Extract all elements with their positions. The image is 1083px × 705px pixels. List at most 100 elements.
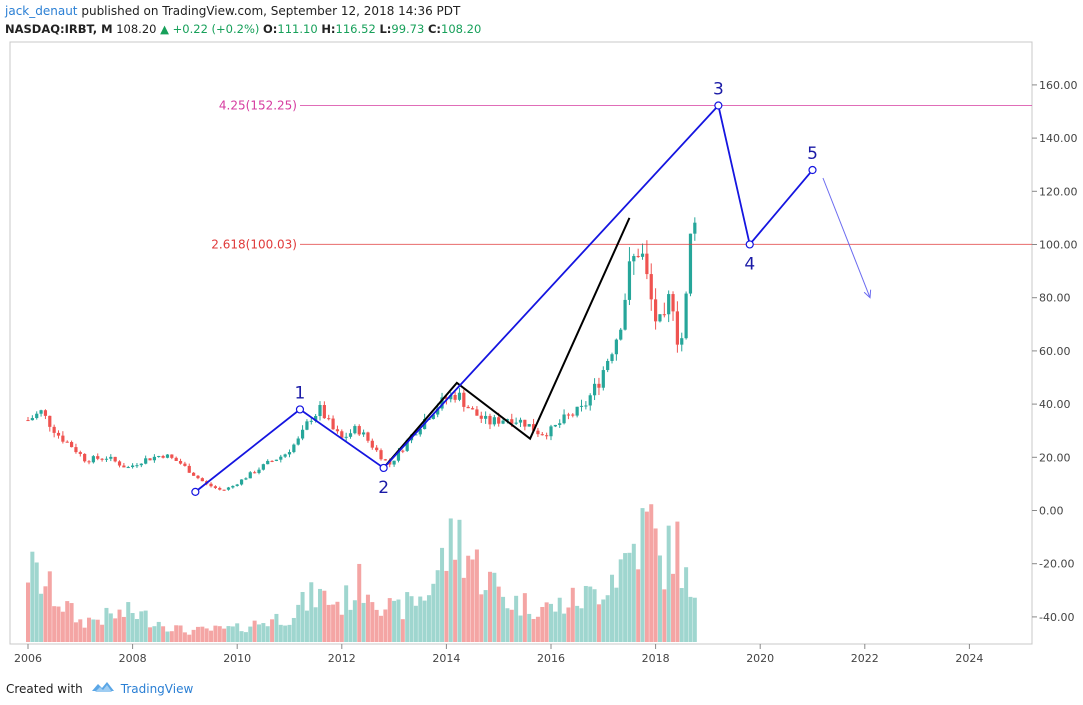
candle-body [444, 397, 448, 400]
candle-body [353, 426, 357, 434]
volume-bar [557, 597, 562, 642]
volume-bar [440, 547, 445, 642]
volume-bar [178, 625, 183, 642]
wave-label: 1 [295, 383, 306, 403]
author-link[interactable]: jack_denaut [5, 4, 78, 18]
candle-body [658, 314, 662, 322]
volume-bar [610, 574, 615, 642]
candle-body [675, 311, 679, 345]
candle-body [39, 410, 43, 414]
volume-bar [653, 528, 658, 642]
candle-body [78, 452, 82, 454]
volume-bar [614, 587, 619, 642]
candle-body [257, 469, 261, 473]
candle-body [654, 299, 658, 322]
symbol-name[interactable]: NASDAQ:IRBT, M [5, 22, 113, 36]
y-tick-label: 80.00 [1039, 292, 1071, 305]
volume-bar [95, 619, 100, 642]
price-chart[interactable]: 4.25(152.25) 2.618(100.03) 1 2 3 4 5 160.00 14… [0, 0, 1083, 675]
candle-body [287, 452, 292, 455]
candle-body [192, 472, 196, 476]
volume-bar [43, 586, 48, 642]
candle-body [340, 431, 344, 438]
axes: 160.00140.00120.00100.0080.0060.0040.002… [14, 79, 1078, 665]
volume-bar [379, 615, 384, 642]
volume-bar [426, 595, 431, 642]
fib-levels[interactable]: 4.25(152.25) 2.618(100.03) [211, 99, 1032, 252]
volume-bar [187, 634, 192, 642]
volume-bar [671, 573, 676, 642]
volume-bar [204, 628, 209, 642]
candle-body [462, 392, 466, 407]
candle-body [610, 354, 614, 361]
candle-body [283, 454, 287, 457]
candle-body [453, 394, 457, 400]
candle-body [536, 430, 540, 435]
candle-body [170, 454, 174, 458]
x-tick-label: 2016 [537, 652, 565, 665]
volume-bar [235, 623, 240, 642]
y-tick-label: 160.00 [1039, 79, 1078, 92]
volume-bar [47, 571, 52, 642]
candle-body [279, 456, 283, 460]
candle-body [379, 450, 383, 460]
footer: Created with TradingView [6, 680, 193, 697]
volume-bar [304, 610, 309, 642]
volume-bar [82, 627, 87, 642]
candle-body [566, 414, 571, 416]
volume-bar [78, 619, 83, 642]
volume-bar [222, 628, 227, 642]
volume-bar [383, 609, 388, 642]
x-tick-label: 2014 [432, 652, 460, 665]
candle-body [174, 457, 178, 461]
candle-body [314, 416, 318, 421]
volume-bar [409, 596, 414, 642]
volume-bar [396, 599, 401, 642]
candle-body [601, 370, 605, 388]
volume-bar [514, 595, 519, 642]
tradingview-logo-icon[interactable] [91, 680, 115, 697]
y-tick-label: -40.00 [1039, 611, 1074, 624]
candle-body [597, 383, 601, 388]
tradingview-link[interactable]: TradingView [120, 681, 194, 696]
x-tick-label: 2008 [119, 652, 147, 665]
wave-point [191, 487, 200, 496]
candle-body [26, 420, 30, 422]
volume-bar [52, 606, 57, 642]
volume-bar [370, 602, 375, 642]
volume-bar [331, 604, 336, 642]
fib-label: 2.618(100.03) [211, 237, 297, 251]
volume-bar [100, 624, 105, 642]
volume-bar [326, 604, 331, 642]
candle-body [492, 417, 496, 425]
volume-bar [487, 571, 492, 642]
candle-body [475, 409, 479, 416]
candle-body [466, 406, 470, 409]
candle-body [200, 478, 204, 482]
candle-body [693, 222, 697, 234]
volume-bar [631, 543, 636, 642]
volume-bar [182, 632, 187, 642]
volume-bar [518, 615, 523, 642]
volume-bar [501, 596, 506, 642]
candle-body [178, 460, 183, 464]
volume-bar [457, 519, 462, 642]
candle-body [83, 453, 87, 462]
candle-body [231, 485, 235, 488]
candle-body [122, 465, 126, 468]
candle-body [518, 419, 523, 423]
candle-body [549, 426, 553, 437]
volume-bar [566, 607, 571, 642]
volume-bars [26, 504, 697, 642]
candle-body [553, 424, 557, 427]
candle-body [165, 454, 170, 458]
volume-bar [636, 569, 641, 642]
elliott-wave[interactable]: 1 2 3 4 5 [191, 80, 872, 498]
candle-body [253, 472, 257, 474]
candle-body [305, 421, 309, 430]
candle-body [74, 447, 78, 453]
volume-bar [291, 617, 296, 642]
volume-bar [274, 613, 279, 642]
volume-bar [283, 625, 288, 642]
volume-bar [256, 624, 261, 642]
